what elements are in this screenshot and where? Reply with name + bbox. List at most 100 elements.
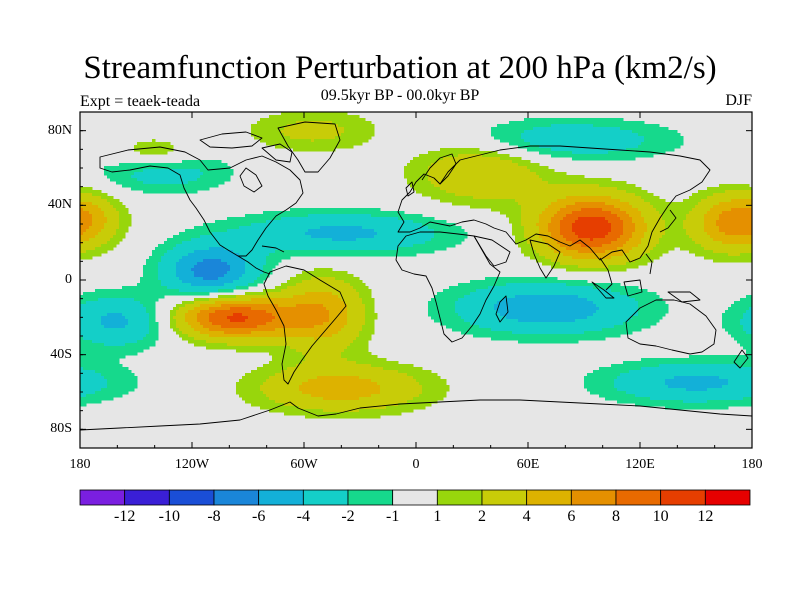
contour-cell (251, 370, 282, 374)
coast-arabia (473, 235, 511, 267)
contour-cell (587, 373, 621, 377)
contour-cell (473, 196, 567, 200)
contour-cell (515, 241, 528, 245)
contour-cell (428, 172, 537, 176)
contour-cell (362, 298, 375, 302)
contour-cell (80, 238, 90, 242)
contour-cell (593, 238, 618, 242)
contour-cell (146, 259, 162, 263)
colorbar-label: -1 (385, 508, 400, 525)
contour-cell (377, 232, 435, 236)
contour-cell (521, 247, 534, 251)
contour-cell (722, 316, 744, 320)
contour-cell (554, 250, 579, 254)
contour-cell (101, 316, 126, 320)
contour-cell (695, 205, 714, 209)
contour-cell (446, 190, 627, 194)
contour-cell (314, 325, 345, 329)
contour-cell (227, 316, 249, 320)
colorbar-label: 6 (567, 508, 576, 525)
contour-cell (551, 259, 636, 263)
contour-cell (521, 136, 645, 140)
contour-cell (455, 304, 495, 308)
contour-cell (587, 388, 618, 392)
contour-cell (704, 247, 752, 251)
contour-cell (254, 280, 264, 284)
contour-cell (689, 355, 752, 359)
coast-eurasia (397, 145, 711, 263)
colorbar-swatch (660, 489, 706, 506)
contour-cell (104, 343, 126, 347)
contour-cell (263, 265, 276, 269)
contour-cell (332, 334, 360, 338)
contour-cell (80, 229, 87, 233)
contour-cell (419, 382, 447, 386)
contour-cell (173, 316, 186, 320)
colorbar-swatch (124, 489, 170, 506)
contour-cell (194, 265, 231, 269)
contour-cell (266, 322, 324, 326)
contour-cell (620, 208, 639, 212)
contour-cell (185, 304, 201, 308)
contour-cell (164, 241, 183, 245)
contour-cell (455, 193, 636, 197)
contour-cell (428, 301, 456, 305)
contour-cell (431, 316, 462, 320)
contour-cell (275, 250, 435, 254)
contour-cell (563, 235, 579, 239)
contour-cell (80, 202, 93, 206)
contour-cell (98, 205, 114, 209)
contour-cell (170, 325, 177, 329)
contour-cell (350, 343, 369, 347)
contour-cell (584, 331, 633, 335)
contour-cell (539, 220, 552, 224)
contour-cell (170, 313, 177, 317)
contour-cell (113, 235, 126, 239)
contour-cell (149, 319, 156, 323)
contour-cell (227, 343, 351, 347)
contour-cell (377, 382, 420, 386)
contour-cell (143, 265, 159, 269)
contour-cell (80, 361, 120, 365)
lon-tick-label: 0 (412, 457, 420, 472)
contour-cell (683, 223, 705, 227)
contour-cell (629, 214, 642, 218)
contour-cell (314, 268, 333, 272)
contour-cell (632, 205, 654, 209)
contour-cell (89, 211, 105, 215)
contour-cell (80, 358, 120, 362)
contour-cell (632, 232, 645, 236)
contour-cell (668, 385, 723, 389)
contour-cell (593, 124, 660, 128)
contour-cell (188, 322, 201, 326)
contour-cell (425, 241, 462, 245)
contour-cell (464, 319, 519, 323)
contour-cell (506, 283, 567, 287)
contour-cell (221, 259, 246, 263)
contour-cell (428, 226, 462, 230)
contour-cell (359, 295, 372, 299)
contour-cell (614, 382, 666, 386)
contour-cell (629, 202, 651, 206)
contour-cell (290, 346, 348, 350)
contour-cell (104, 172, 135, 176)
contour-cell (194, 271, 228, 275)
contour-cell (128, 322, 150, 326)
contour-cell (242, 313, 273, 317)
contour-cell (332, 292, 360, 296)
contour-cell (350, 283, 366, 287)
contour-cell (359, 376, 414, 380)
contour-cell (104, 211, 120, 215)
contour-cell (611, 241, 627, 245)
contour-cell (80, 298, 99, 302)
contour-cell (161, 280, 183, 284)
contour-cell (509, 220, 522, 224)
contour-cell (521, 205, 549, 209)
contour-cell (80, 397, 114, 401)
contour-cell (353, 286, 369, 290)
contour-cell (284, 403, 399, 407)
contour-cell (365, 307, 375, 311)
contour-cell (551, 148, 627, 152)
contour-cell (728, 331, 747, 335)
contour-cell (404, 175, 429, 179)
